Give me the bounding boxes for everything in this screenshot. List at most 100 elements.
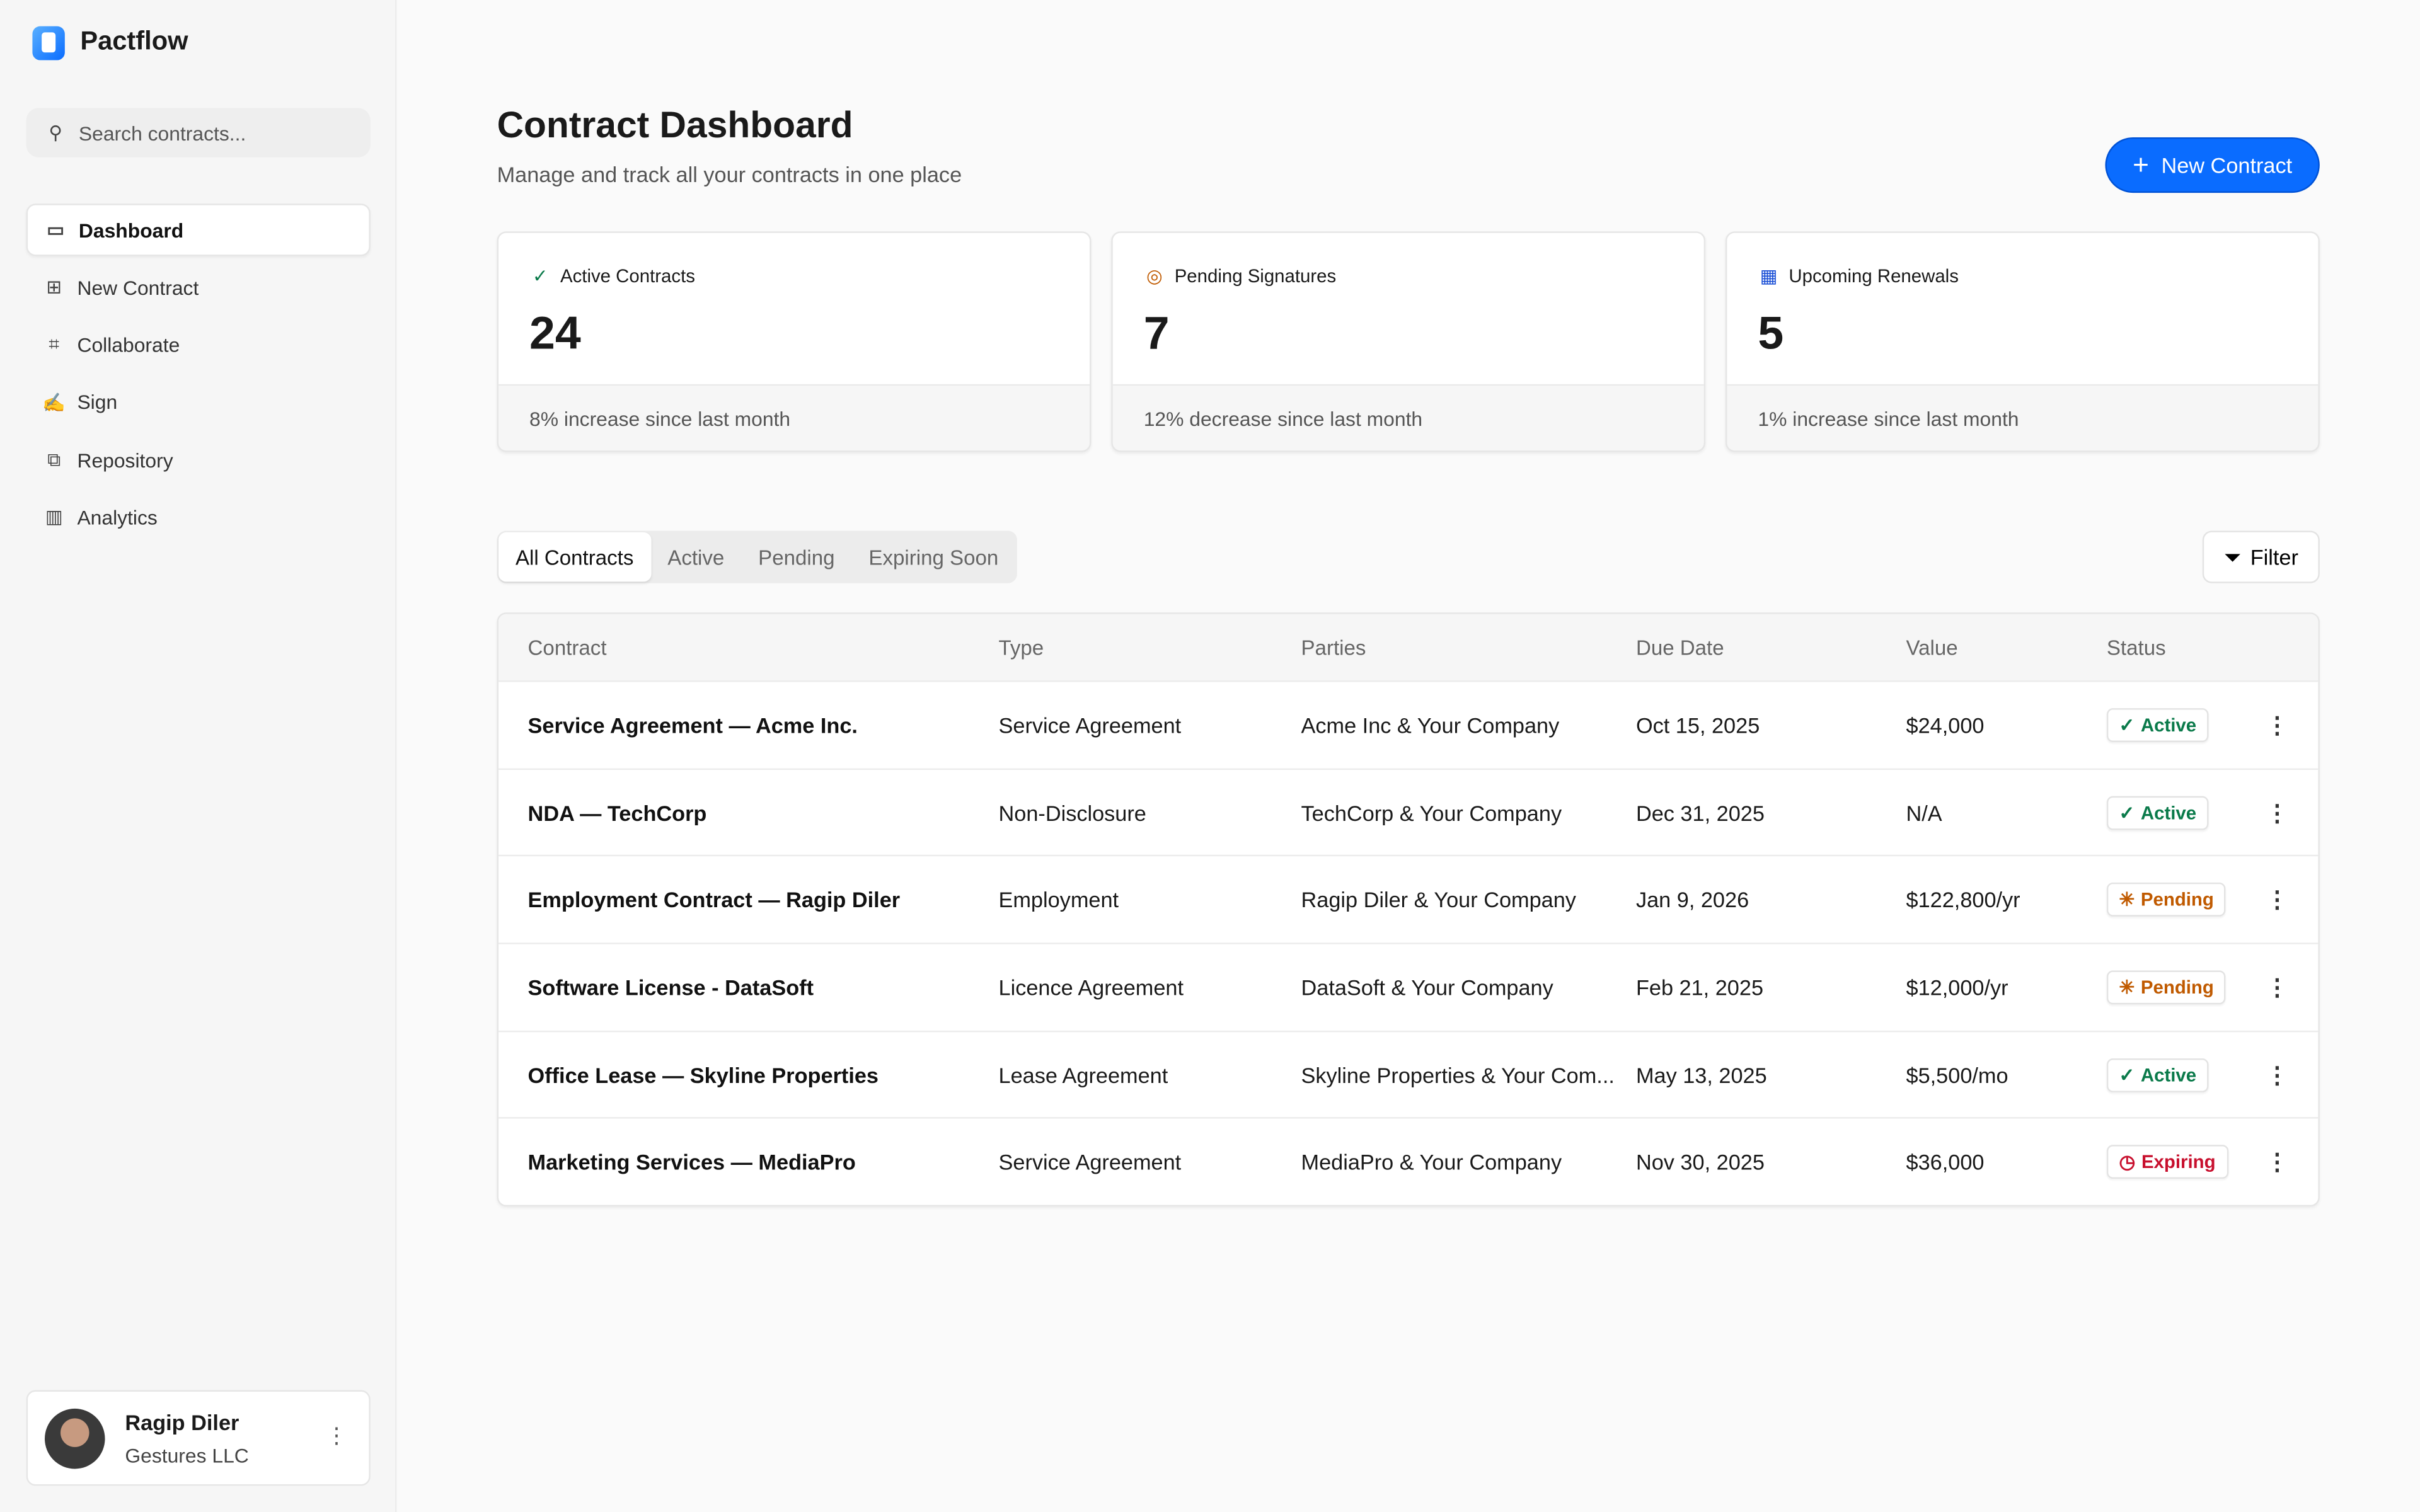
stat-label: Active Contracts: [560, 265, 695, 287]
sidebar-item-analytics[interactable]: ▥ Analytics: [26, 491, 371, 544]
stat-value: 24: [529, 308, 581, 360]
sidebar-item-label: Analytics: [77, 506, 158, 529]
plus-icon: +: [2133, 149, 2149, 180]
sidebar-item-label: Repository: [77, 448, 173, 472]
sidebar-item-collaborate[interactable]: ⌗ Collaborate: [26, 319, 371, 371]
stat-label: Upcoming Renewals: [1789, 265, 1959, 287]
row-actions-menu-icon[interactable]: ⋮: [2266, 713, 2289, 739]
check-icon: ✓: [2119, 801, 2135, 823]
new-contract-label: New Contract: [2161, 152, 2293, 178]
page-title: Contract Dashboard: [497, 105, 853, 147]
tab-active[interactable]: Active: [667, 545, 725, 569]
avatar: [45, 1408, 105, 1469]
cell-contract: NDA — TechCorp: [527, 799, 707, 825]
search-placeholder: Search contracts...: [78, 121, 246, 144]
cell-type: Lease Agreement: [998, 1062, 1168, 1087]
cell-due-date: Oct 15, 2025: [1635, 713, 1760, 738]
collaborate-icon: ⌗: [49, 333, 59, 355]
cell-contract: Employment Contract — Ragip Diler: [527, 887, 901, 912]
cell-due-date: May 13, 2025: [1635, 1062, 1767, 1087]
stat-card: ✓ Active Contracts 24 8% increase since las…: [497, 231, 1092, 452]
status-badge: ✳ Pending: [2106, 883, 2227, 917]
status-badge: ✓ Active: [2106, 707, 2209, 742]
cell-parties: TechCorp & Your Company: [1301, 799, 1562, 825]
sidebar-item-label: Dashboard: [78, 218, 184, 242]
sidebar-item-sign[interactable]: ✍ Sign: [26, 376, 371, 428]
user-profile[interactable]: Ragip Diler Gestures LLC ⋮: [26, 1390, 371, 1486]
sidebar-item-repository[interactable]: ⧉ Repository: [26, 434, 371, 486]
check-file-icon: ✓: [532, 265, 548, 287]
sidebar: Pactflow ⚲ Search contracts... ▭ Dashboar…: [0, 0, 397, 1512]
tab-all-contracts[interactable]: All Contracts: [498, 532, 651, 582]
table-header: Contract Type Parties Due Date Value Status: [498, 614, 2319, 681]
more-vertical-icon[interactable]: ⋮: [325, 1422, 348, 1448]
signature-pending-icon: ◎: [1146, 265, 1163, 287]
sidebar-nav: ▭ Dashboard ⊞ New Contract ⌗ Collaborate ✍ Sign…: [26, 203, 371, 549]
contracts-table: Contract Type Parties Due Date Value Status Se…: [497, 612, 2320, 1207]
stat-label: Pending Signatures: [1174, 265, 1337, 287]
stat-value: 5: [1758, 308, 1784, 360]
user-org: Gestures LLC: [125, 1444, 249, 1467]
column-header: Type: [998, 635, 1044, 659]
table-row[interactable]: Employment Contract — Ragip Diler Employm…: [498, 855, 2319, 943]
analytics-icon: ▥: [45, 507, 63, 529]
table-row[interactable]: Marketing Services — MediaPro Service Agr…: [498, 1118, 2319, 1205]
user-name: Ragip Diler: [125, 1410, 239, 1435]
loader-icon: ✳: [2119, 976, 2135, 999]
stat-card: ◎ Pending Signatures 7 12% decrease since l…: [1111, 231, 1706, 452]
cell-parties: MediaPro & Your Company: [1301, 1150, 1562, 1175]
cell-due-date: Feb 21, 2025: [1635, 975, 1764, 1000]
cell-type: Employment: [998, 887, 1119, 912]
search-icon: ⚲: [49, 122, 62, 144]
filter-label: Filter: [2250, 544, 2298, 570]
cell-type: Service Agreement: [998, 713, 1182, 738]
tab-pending[interactable]: Pending: [758, 545, 835, 569]
filter-icon: ⏷: [2223, 544, 2242, 569]
table-row[interactable]: Service Agreement — Acme Inc. Service Agr…: [498, 680, 2319, 768]
check-icon: ✓: [2119, 714, 2135, 736]
status-label: Pending: [2140, 889, 2214, 911]
cell-parties: Acme Inc & Your Company: [1301, 713, 1560, 738]
column-header: Due Date: [1635, 635, 1724, 659]
row-actions-menu-icon[interactable]: ⋮: [2266, 1062, 2289, 1089]
loader-icon: ✳: [2119, 889, 2135, 911]
status-badge: ◷ Expiring: [2106, 1145, 2228, 1179]
column-header: Contract: [527, 635, 607, 659]
row-actions-menu-icon[interactable]: ⋮: [2266, 1150, 2289, 1176]
status-badge: ✓ Active: [2106, 795, 2209, 830]
stat-note: 12% decrease since last month: [1143, 407, 1423, 431]
contract-tabs: All Contracts Active Pending Expiring Soon: [497, 530, 1017, 583]
cell-contract: Office Lease — Skyline Properties: [527, 1062, 879, 1087]
check-icon: ✓: [2119, 1063, 2135, 1086]
cell-due-date: Dec 31, 2025: [1635, 799, 1765, 825]
cell-value: $5,500/mo: [1906, 1062, 2008, 1087]
sidebar-item-dashboard[interactable]: ▭ Dashboard: [26, 203, 371, 256]
sidebar-item-label: Sign: [77, 391, 118, 415]
table-row[interactable]: Office Lease — Skyline Properties Lease A…: [498, 1030, 2319, 1118]
stat-value: 7: [1143, 308, 1170, 360]
status-label: Expiring: [2141, 1151, 2216, 1173]
cell-parties: DataSoft & Your Company: [1301, 975, 1553, 1000]
clock-icon: ◷: [2119, 1151, 2136, 1173]
cell-contract: Marketing Services — MediaPro: [527, 1150, 856, 1175]
table-row[interactable]: NDA — TechCorp Non-Disclosure TechCorp & Y…: [498, 767, 2319, 856]
cell-contract: Software License - DataSoft: [527, 975, 814, 1000]
cell-parties: Ragip Diler & Your Company: [1301, 887, 1576, 912]
cell-contract: Service Agreement — Acme Inc.: [527, 713, 858, 738]
cell-due-date: Nov 30, 2025: [1635, 1150, 1765, 1175]
app-name: Pactflow: [80, 26, 188, 56]
sidebar-item-new-contract[interactable]: ⊞ New Contract: [26, 261, 371, 314]
row-actions-menu-icon[interactable]: ⋮: [2266, 887, 2289, 914]
filter-button[interactable]: ⏷ Filter: [2202, 530, 2320, 583]
table-row[interactable]: Software License - DataSoft Licence Agree…: [498, 942, 2319, 1030]
cell-value: $122,800/yr: [1906, 887, 2020, 912]
cell-type: Non-Disclosure: [998, 799, 1146, 825]
cell-type: Licence Agreement: [998, 975, 1184, 1000]
stat-note: 8% increase since last month: [529, 407, 791, 431]
search-input[interactable]: ⚲ Search contracts...: [26, 108, 371, 158]
cell-due-date: Jan 9, 2026: [1635, 887, 1749, 912]
row-actions-menu-icon[interactable]: ⋮: [2266, 975, 2289, 1002]
row-actions-menu-icon[interactable]: ⋮: [2266, 799, 2289, 827]
new-contract-button[interactable]: + New Contract: [2105, 137, 2320, 193]
tab-expiring-soon[interactable]: Expiring Soon: [868, 545, 999, 569]
